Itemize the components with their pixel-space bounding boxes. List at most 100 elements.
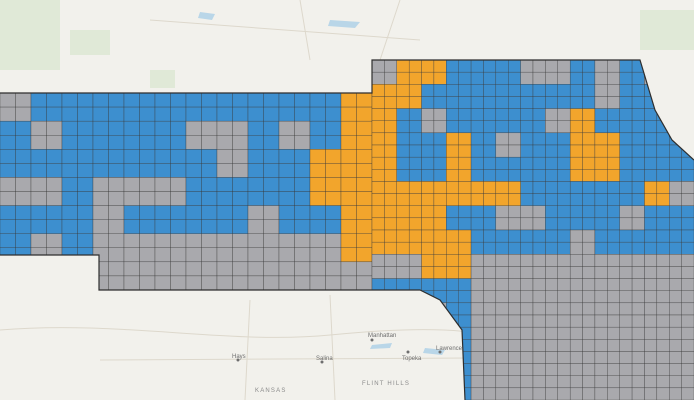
county-polygon[interactable] <box>340 149 357 164</box>
county-polygon[interactable] <box>644 339 658 352</box>
county-polygon[interactable] <box>569 241 583 255</box>
county-polygon[interactable] <box>30 205 47 220</box>
county-polygon[interactable] <box>557 266 571 279</box>
county-polygon[interactable] <box>170 275 187 291</box>
county-polygon[interactable] <box>433 108 447 121</box>
county-polygon[interactable] <box>123 247 140 263</box>
county-polygon[interactable] <box>470 84 484 97</box>
county-polygon[interactable] <box>495 375 509 389</box>
county-polygon[interactable] <box>508 193 521 206</box>
county-polygon[interactable] <box>108 149 125 164</box>
county-polygon[interactable] <box>201 219 218 234</box>
county-polygon[interactable] <box>263 219 280 234</box>
county-polygon[interactable] <box>278 92 295 108</box>
county-polygon[interactable] <box>557 181 571 194</box>
county-polygon[interactable] <box>607 387 620 400</box>
county-polygon[interactable] <box>631 339 645 352</box>
county-polygon[interactable] <box>594 314 608 328</box>
county-polygon[interactable] <box>607 351 620 364</box>
county-polygon[interactable] <box>263 275 280 291</box>
county-polygon[interactable] <box>681 326 694 340</box>
county-polygon[interactable] <box>483 71 497 85</box>
county-polygon[interactable] <box>532 339 546 352</box>
county-polygon[interactable] <box>631 108 645 121</box>
county-polygon[interactable] <box>371 144 385 158</box>
county-polygon[interactable] <box>607 314 620 328</box>
county-polygon[interactable] <box>470 96 484 109</box>
county-polygon[interactable] <box>458 193 472 206</box>
county-polygon[interactable] <box>520 96 534 109</box>
county-polygon[interactable] <box>247 261 264 277</box>
county-polygon[interactable] <box>495 339 509 352</box>
county-polygon[interactable] <box>458 314 472 328</box>
county-polygon[interactable] <box>458 254 472 267</box>
county-polygon[interactable] <box>569 326 583 340</box>
county-polygon[interactable] <box>545 339 558 352</box>
county-polygon[interactable] <box>483 132 497 146</box>
county-polygon[interactable] <box>631 156 645 170</box>
county-polygon[interactable] <box>458 266 472 279</box>
county-polygon[interactable] <box>433 120 447 134</box>
county-polygon[interactable] <box>656 266 670 279</box>
county-polygon[interactable] <box>594 205 608 219</box>
county-polygon[interactable] <box>470 254 484 267</box>
county-polygon[interactable] <box>594 254 608 267</box>
county-polygon[interactable] <box>325 233 342 248</box>
county-polygon[interactable] <box>532 169 546 182</box>
county-polygon[interactable] <box>470 351 484 364</box>
county-polygon[interactable] <box>433 181 447 194</box>
county-polygon[interactable] <box>15 92 32 108</box>
county-polygon[interactable] <box>170 177 187 192</box>
county-polygon[interactable] <box>108 177 125 192</box>
county-polygon[interactable] <box>446 132 459 146</box>
county-polygon[interactable] <box>384 84 397 97</box>
county-polygon[interactable] <box>557 108 571 121</box>
county-polygon[interactable] <box>433 278 447 291</box>
county-polygon[interactable] <box>470 60 484 73</box>
county-polygon[interactable] <box>631 84 645 97</box>
county-polygon[interactable] <box>408 156 422 170</box>
county-polygon[interactable] <box>483 205 497 219</box>
county-polygon[interactable] <box>607 217 620 231</box>
county-polygon[interactable] <box>201 205 218 220</box>
county-polygon[interactable] <box>309 247 326 263</box>
county-polygon[interactable] <box>340 135 357 150</box>
county-polygon[interactable] <box>532 60 546 73</box>
county-polygon[interactable] <box>681 181 694 194</box>
county-polygon[interactable] <box>656 375 670 389</box>
county-polygon[interactable] <box>278 205 295 220</box>
county-polygon[interactable] <box>470 375 484 389</box>
county-polygon[interactable] <box>508 375 521 389</box>
county-polygon[interactable] <box>356 205 373 220</box>
county-polygon[interactable] <box>201 275 218 291</box>
county-polygon[interactable] <box>446 84 459 97</box>
county-polygon[interactable] <box>569 278 583 291</box>
county-polygon[interactable] <box>508 71 521 85</box>
county-polygon[interactable] <box>656 193 670 206</box>
county-polygon[interactable] <box>139 261 156 277</box>
county-polygon[interactable] <box>607 290 620 304</box>
county-polygon[interactable] <box>545 71 558 85</box>
county-polygon[interactable] <box>483 326 497 340</box>
county-polygon[interactable] <box>582 254 596 267</box>
county-polygon[interactable] <box>15 163 32 178</box>
county-polygon[interactable] <box>294 163 311 178</box>
county-polygon[interactable] <box>582 302 596 316</box>
county-polygon[interactable] <box>594 351 608 364</box>
county-polygon[interactable] <box>594 60 608 73</box>
county-polygon[interactable] <box>545 302 558 316</box>
county-polygon[interactable] <box>495 229 509 243</box>
county-polygon[interactable] <box>309 163 326 178</box>
county-polygon[interactable] <box>669 241 682 255</box>
county-polygon[interactable] <box>545 108 558 121</box>
county-polygon[interactable] <box>446 266 459 279</box>
county-polygon[interactable] <box>201 233 218 248</box>
county-polygon[interactable] <box>340 106 357 122</box>
county-polygon[interactable] <box>532 108 546 121</box>
county-polygon[interactable] <box>408 278 422 291</box>
county-polygon[interactable] <box>170 106 187 122</box>
county-polygon[interactable] <box>470 132 484 146</box>
county-polygon[interactable] <box>247 177 264 192</box>
county-polygon[interactable] <box>325 205 342 220</box>
county-polygon[interactable] <box>30 149 47 164</box>
